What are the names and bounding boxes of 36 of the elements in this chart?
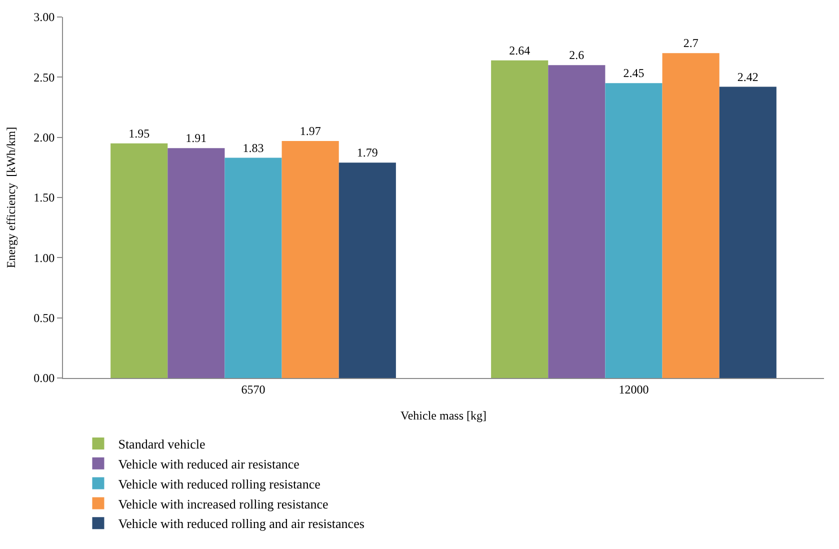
y-tick-label: 3.00 <box>34 10 55 24</box>
bar <box>224 158 282 378</box>
bar <box>605 83 662 378</box>
y-tick-label: 0.00 <box>34 371 55 386</box>
bar <box>548 65 606 378</box>
data-label: 2.64 <box>509 43 530 58</box>
y-tick-label: 2.00 <box>34 130 55 145</box>
bar <box>168 148 225 378</box>
bar <box>110 143 168 378</box>
bar <box>282 140 339 378</box>
legend-label: Vehicle with reduced rolling and air resistances <box>118 516 364 532</box>
data-label: 1.95 <box>128 126 150 140</box>
bar <box>662 53 720 378</box>
data-label: 2.45 <box>623 66 644 80</box>
y-axis-title: Energy efficiency [kWh/km] <box>4 126 18 268</box>
data-label: 1.97 <box>300 124 321 138</box>
y-tick-label: 1.00 <box>34 250 55 265</box>
legend-label: Vehicle with reduced rolling resistance <box>118 476 321 492</box>
bar <box>491 60 548 378</box>
x-tick-label: 6570 <box>241 382 266 396</box>
legend-label: Vehicle with reduced air resistance <box>118 456 300 472</box>
x-axis-title: Vehicle mass [kg] <box>400 408 486 422</box>
y-tick-label: 1.50 <box>34 190 55 205</box>
bar <box>338 162 396 378</box>
data-label: 1.79 <box>356 146 378 160</box>
y-tick-label: 2.50 <box>34 70 55 84</box>
data-label: 1.83 <box>242 140 264 155</box>
y-tick-label: 0.50 <box>34 311 55 326</box>
data-label: 2.42 <box>737 70 758 84</box>
data-label: 2.6 <box>569 48 584 62</box>
data-label: 1.91 <box>186 131 207 146</box>
legend-label: Vehicle with increased rolling resistance <box>118 496 329 512</box>
x-tick-label: 12000 <box>618 382 649 396</box>
legend-label: Standard vehicle <box>118 436 206 452</box>
data-label: 2.7 <box>683 36 698 50</box>
bar <box>719 86 776 378</box>
